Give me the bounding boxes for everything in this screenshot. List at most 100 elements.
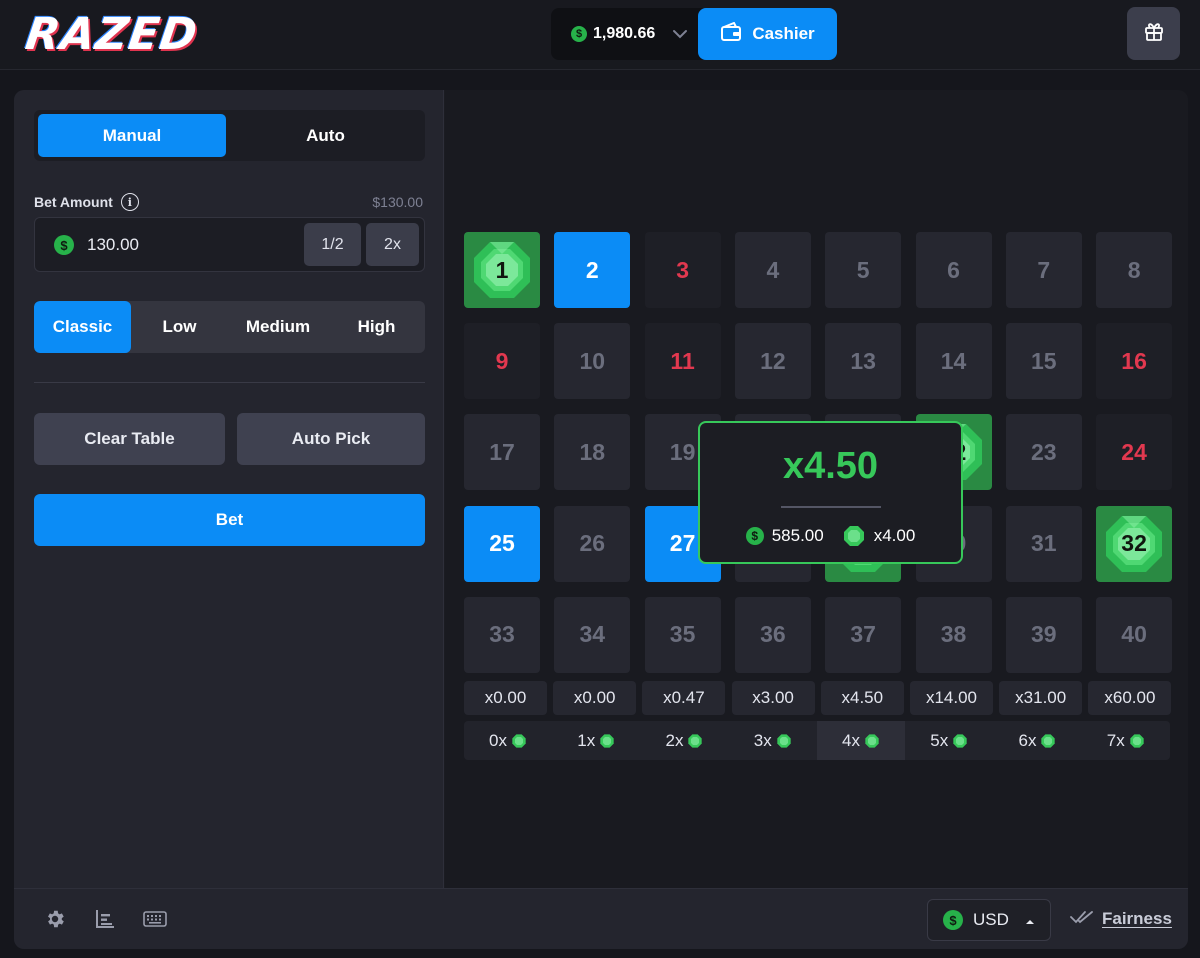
bet-button[interactable]: Bet [34, 494, 425, 546]
keno-tile[interactable]: 7 [1005, 232, 1082, 308]
cashier-button[interactable]: Cashier [698, 8, 837, 60]
keno-tile[interactable]: 40 [1096, 596, 1173, 673]
keno-tile[interactable]: 37 [825, 596, 902, 673]
keno-tile[interactable]: 10 [554, 323, 631, 400]
keno-tile[interactable]: 36 [734, 596, 811, 673]
tile-number: 17 [489, 438, 515, 465]
keno-tile[interactable]: 5 [825, 232, 902, 308]
result-multiplier: x4.50 [782, 445, 879, 487]
gift-icon [1143, 20, 1165, 47]
half-bet-button[interactable]: 1/2 [304, 223, 361, 266]
keno-tile[interactable]: 16 [1096, 323, 1173, 400]
gift-button[interactable] [1127, 7, 1180, 60]
result-payout: $ 585.00 [745, 526, 824, 546]
keno-tile[interactable]: 23 [1005, 414, 1082, 491]
wallet: $ 1,980.66 Cashier [551, 8, 837, 60]
keno-tile[interactable]: 2 [554, 232, 631, 308]
info-icon[interactable]: i [120, 193, 139, 211]
keno-tile[interactable]: 4 [734, 232, 811, 308]
clear-table-button[interactable]: Clear Table [34, 413, 225, 465]
keyboard-icon[interactable] [142, 906, 168, 932]
settings-gear-icon[interactable] [42, 906, 68, 932]
keno-tile[interactable]: 38 [915, 596, 992, 673]
fairness-link[interactable]: Fairness [1070, 906, 1172, 932]
tile-number: 38 [940, 621, 967, 648]
risk-selector: Classic Low Medium High [34, 301, 425, 353]
dollar-coin-icon: $ [54, 235, 74, 255]
hit-count-label: 3x [753, 730, 772, 750]
keno-tile[interactable]: 25 [464, 505, 540, 582]
payout-cell: x4.50 [820, 681, 904, 715]
keno-tile[interactable]: 31 [1005, 505, 1082, 582]
keno-tile[interactable]: 15 [1005, 323, 1082, 400]
emerald-gem-icon [474, 242, 530, 298]
risk-medium[interactable]: Medium [245, 317, 311, 336]
keno-tile[interactable]: 1 [464, 232, 540, 308]
keno-tile[interactable]: 26 [554, 505, 631, 582]
tile-number: 31 [1031, 530, 1057, 557]
tile-number: 9 [495, 347, 509, 374]
bet-amount-label-group: Bet Amount i [34, 192, 139, 212]
keno-tile[interactable]: 35 [644, 596, 721, 673]
tile-number: 5 [856, 256, 870, 283]
tile-number: 19 [669, 438, 696, 465]
payout-cell: x0.47 [642, 681, 726, 715]
tile-number: 8 [1127, 256, 1141, 283]
keno-tile[interactable]: 24 [1096, 414, 1173, 491]
keno-tile[interactable]: 18 [554, 414, 631, 491]
hit-count-label: 4x [842, 730, 860, 750]
dollar-coin-icon: $ [943, 910, 963, 930]
keno-tile[interactable]: 34 [554, 596, 631, 673]
hit-count-label: 7x [1106, 730, 1125, 750]
result-gems: x4.00 [842, 524, 916, 548]
hit-count-label: 1x [577, 730, 596, 750]
chevron-down-icon[interactable] [671, 25, 689, 43]
tile-number: 25 [489, 530, 515, 557]
payout-cell: x60.00 [1088, 681, 1172, 715]
payout-cell: x31.00 [999, 681, 1083, 715]
payout-table: x0.00 x0.00 x0.47 x3.00 x4.50 x14.00 x31.00 x60… [464, 681, 1172, 715]
double-bet-button[interactable]: 2x [366, 223, 419, 266]
keno-tile[interactable]: 32 [1096, 505, 1173, 582]
keno-tile[interactable]: 33 [464, 596, 540, 673]
risk-high[interactable]: High [357, 317, 396, 336]
hit-count-label: 2x [665, 730, 684, 750]
result-details: $ 585.00 x4.00 [700, 525, 961, 547]
emerald-gem-icon [843, 526, 864, 546]
emerald-gem-icon [1130, 733, 1144, 748]
keno-game: Manual Auto Bet Amount i $130.00 $ 1/2 2… [14, 90, 1188, 949]
keno-tile[interactable]: 12 [734, 323, 811, 400]
fairness-label: Fairness [1102, 909, 1172, 928]
keno-tile[interactable]: 3 [644, 232, 721, 308]
result-gems-value: x4.00 [873, 526, 916, 545]
stats-chart-icon[interactable] [92, 906, 118, 932]
tab-auto[interactable]: Auto [306, 125, 345, 145]
balance-selector[interactable]: $ 1,980.66 [551, 8, 697, 60]
mode-tabs: Manual Auto [34, 110, 425, 161]
bet-amount-field: $ 1/2 2x [34, 217, 425, 272]
auto-pick-button[interactable]: Auto Pick [237, 413, 425, 465]
risk-low[interactable]: Low [162, 317, 197, 336]
currency-selector[interactable]: $ USD [927, 899, 1051, 941]
tab-manual[interactable]: Manual [38, 114, 226, 157]
bet-amount-input[interactable] [87, 228, 287, 261]
tile-number: 26 [579, 530, 606, 557]
keno-tile[interactable]: 11 [644, 323, 721, 400]
keno-tile[interactable]: 8 [1096, 232, 1173, 308]
tile-number: 39 [1031, 621, 1057, 648]
keno-tile[interactable]: 14 [915, 323, 992, 400]
keno-tile[interactable]: 17 [464, 414, 540, 491]
emerald-gem-icon [953, 733, 967, 748]
keno-tile[interactable]: 6 [915, 232, 992, 308]
hit-count-label: 6x [1018, 730, 1037, 750]
tile-number: 24 [1121, 438, 1147, 465]
tile-number: 16 [1121, 347, 1147, 374]
tile-number: 13 [850, 347, 876, 374]
keno-tile[interactable]: 13 [825, 323, 902, 400]
keno-tile[interactable]: 9 [464, 323, 540, 400]
razed-logo[interactable]: RAZED [22, 9, 262, 60]
risk-classic[interactable]: Classic [34, 301, 131, 353]
dollar-coin-icon: $ [745, 527, 764, 545]
emerald-gem-icon [777, 733, 791, 748]
keno-tile[interactable]: 39 [1005, 596, 1082, 673]
